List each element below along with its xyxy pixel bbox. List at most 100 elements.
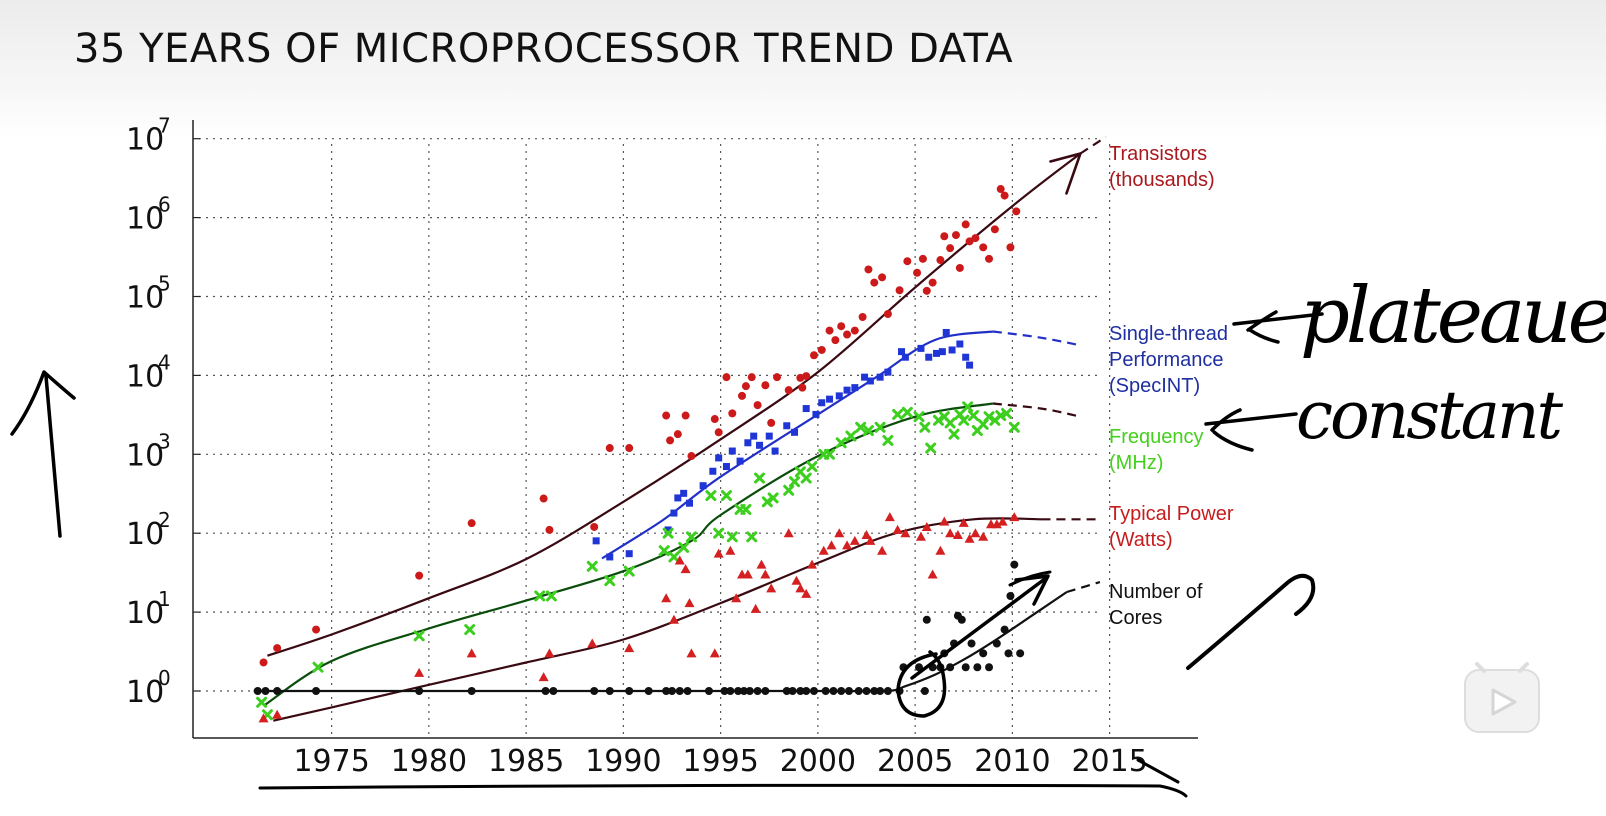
data-point (961, 663, 970, 672)
data-point (684, 598, 695, 608)
data-point (590, 522, 599, 531)
data-point (928, 278, 937, 287)
data-point (722, 373, 731, 382)
data-point (917, 344, 925, 352)
data-point (979, 649, 988, 658)
data-point (927, 569, 938, 579)
data-point (878, 273, 887, 282)
data-point (273, 644, 282, 653)
data-point (964, 533, 975, 543)
data-point (913, 268, 922, 277)
data-point (985, 254, 994, 263)
data-point (782, 687, 791, 695)
data-point (818, 545, 829, 555)
data-point (898, 348, 906, 356)
data-point (802, 405, 810, 413)
y-tick-exponent: 4 (158, 350, 171, 374)
y-tick-label: 10 (126, 517, 164, 552)
data-point (783, 484, 795, 496)
data-point (983, 411, 995, 423)
data-point (273, 687, 282, 695)
data-point (312, 625, 321, 634)
data-point (686, 499, 694, 507)
data-point (415, 571, 424, 580)
data-point (713, 548, 724, 558)
data-point (951, 231, 960, 240)
hand-drawn-arrow-plateaued (1232, 310, 1324, 344)
data-point (861, 373, 869, 381)
data-point (864, 265, 873, 274)
data-point (740, 503, 752, 515)
data-point (783, 528, 794, 538)
y-tick-exponent: 1 (158, 587, 171, 611)
trend-line (992, 330, 1081, 347)
data-point (922, 615, 931, 624)
data-point (865, 535, 876, 545)
data-point (545, 525, 554, 534)
data-point (760, 569, 771, 579)
data-point (699, 482, 707, 490)
legend-label: (thousands) (1109, 169, 1215, 191)
data-point (709, 467, 717, 475)
data-point (944, 417, 956, 429)
data-point (605, 444, 614, 453)
data-point (464, 624, 476, 636)
play-button-icon[interactable] (1462, 662, 1542, 736)
data-point (738, 391, 747, 400)
data-point (415, 687, 424, 695)
y-tick-label: 10 (126, 359, 164, 394)
data-point (713, 527, 725, 539)
data-point (946, 663, 955, 672)
data-point (1012, 207, 1021, 216)
data-point (973, 663, 982, 672)
data-point (1016, 649, 1025, 658)
data-point (957, 615, 966, 624)
data-point (587, 638, 598, 648)
data-point (892, 408, 904, 420)
data-point (922, 286, 931, 295)
data-point (870, 278, 879, 287)
data-point (996, 185, 1005, 194)
data-point (767, 418, 776, 427)
data-point (466, 648, 477, 658)
trend-line (262, 402, 994, 707)
data-point (714, 428, 723, 437)
data-point (876, 373, 884, 381)
data-point (882, 434, 894, 446)
data-point (985, 663, 994, 672)
data-point (625, 444, 634, 453)
data-point (261, 687, 270, 695)
data-point (750, 603, 761, 613)
data-point (884, 368, 892, 376)
data-point (312, 661, 324, 673)
data-point (990, 225, 999, 234)
data-point (806, 461, 818, 473)
data-point (955, 263, 964, 272)
x-tick-label: 1995 (682, 744, 758, 779)
data-point (850, 326, 859, 335)
legend-label: (SpecINT) (1109, 375, 1200, 397)
x-tick-label: 2015 (1071, 744, 1147, 779)
data-point (979, 243, 988, 252)
data-point (590, 687, 599, 695)
handwritten-constant: constant (1296, 377, 1563, 454)
data-point (414, 667, 425, 677)
data-point (742, 569, 753, 579)
data-point (710, 415, 719, 424)
data-point (940, 232, 949, 241)
y-tick-exponent: 5 (158, 272, 171, 296)
data-point (731, 593, 742, 603)
data-point (971, 234, 980, 243)
data-point (851, 384, 859, 392)
handwritten-annotations: plateaued constant (10, 271, 1606, 798)
data-point (939, 516, 950, 526)
data-point (789, 476, 801, 488)
data-point (824, 448, 836, 460)
data-point (935, 545, 946, 555)
data-point (767, 492, 779, 504)
data-point (1000, 191, 1009, 200)
data-point (625, 550, 633, 558)
data-point (802, 687, 811, 695)
data-point (761, 687, 770, 695)
data-point (726, 531, 738, 543)
